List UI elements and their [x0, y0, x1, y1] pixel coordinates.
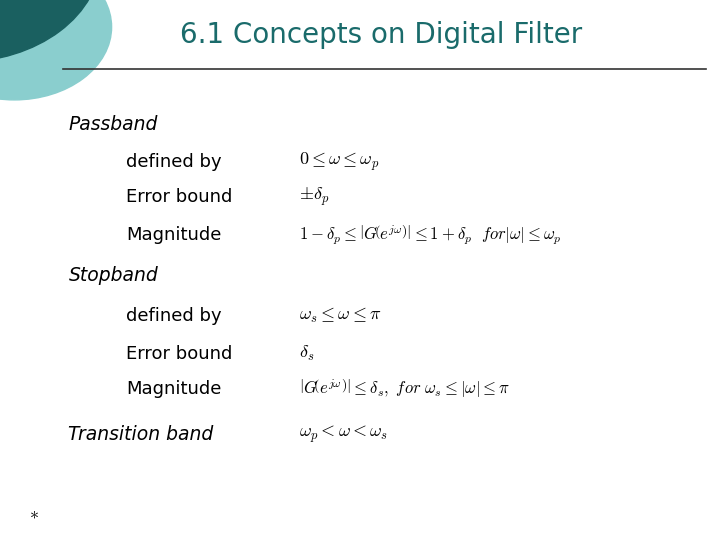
Text: Passband: Passband	[68, 114, 158, 134]
Text: $\omega_s \leq \omega \leq \pi$: $\omega_s \leq \omega \leq \pi$	[299, 306, 382, 326]
Text: Transition band: Transition band	[68, 425, 214, 444]
Text: $\delta_s$: $\delta_s$	[299, 344, 314, 363]
Circle shape	[0, 0, 112, 100]
Text: $*$: $*$	[29, 504, 39, 522]
Text: Magnitude: Magnitude	[126, 226, 221, 244]
Text: Error bound: Error bound	[126, 345, 233, 363]
Text: Stopband: Stopband	[68, 266, 158, 285]
Text: $\left|G\!\left(e^{j\omega}\right)\right| \leq \delta_s,\ for\ \omega_s \leq |\o: $\left|G\!\left(e^{j\omega}\right)\right…	[299, 377, 510, 400]
Text: 6.1 Concepts on Digital Filter: 6.1 Concepts on Digital Filter	[181, 21, 582, 49]
Text: $1-\delta_p \leq \left|G\!\left(e^{j\omega}\right)\right| \leq 1+\delta_p\ \ for: $1-\delta_p \leq \left|G\!\left(e^{j\ome…	[299, 223, 561, 247]
Text: defined by: defined by	[126, 307, 222, 325]
Text: Error bound: Error bound	[126, 188, 233, 206]
Text: $\omega_p < \omega < \omega_s$: $\omega_p < \omega < \omega_s$	[299, 424, 388, 446]
Text: defined by: defined by	[126, 153, 222, 171]
Text: $0 \leq \omega \leq \omega_p$: $0 \leq \omega \leq \omega_p$	[299, 151, 379, 173]
Circle shape	[0, 0, 101, 62]
Text: Magnitude: Magnitude	[126, 380, 221, 398]
Text: $\pm\delta_p$: $\pm\delta_p$	[299, 186, 329, 208]
